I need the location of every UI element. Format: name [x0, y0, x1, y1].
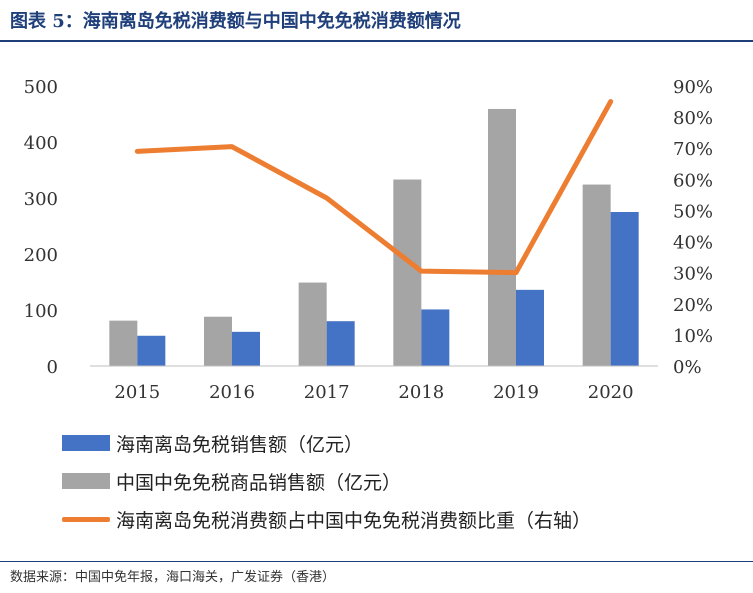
right-tick-label: 70%: [673, 139, 713, 160]
right-tick-label: 30%: [673, 264, 713, 285]
bar-cdfg: [109, 320, 138, 366]
bar-cdfg: [582, 184, 611, 366]
combo-chart: 0 100 200 300 400 500 0% 10% 20% 30% 40% 50% 60% 70% 8…: [24, 77, 713, 403]
left-tick-label: 100: [24, 301, 58, 322]
bar-cdfg: [298, 282, 327, 366]
title-rule: [0, 40, 753, 42]
footer-rule: [0, 561, 753, 562]
bar-cdfg: [204, 316, 232, 366]
legend-swatch-ratio: [62, 516, 110, 522]
source-note: 数据来源：中国中免年报，海口海关，广发证券（香港）: [10, 570, 336, 585]
x-tick-label: 2019: [493, 382, 539, 403]
bar-cdfg: [488, 108, 516, 367]
left-tick-label: 0: [47, 357, 58, 378]
bar-hainan: [610, 212, 639, 366]
right-tick-label: 60%: [673, 170, 713, 191]
bar-cdfg: [393, 179, 422, 366]
bar-hainan: [421, 309, 450, 366]
right-tick-label: 0%: [673, 357, 702, 378]
bar-hainan: [232, 331, 260, 366]
left-tick-label: 400: [24, 133, 58, 154]
legend-swatch-cdfg: [62, 473, 110, 489]
legend-item-cdfg: 中国中免免税商品销售额（亿元）: [62, 462, 591, 500]
right-tick-label: 10%: [673, 326, 713, 347]
legend-label-cdfg: 中国中免免税商品销售额（亿元）: [116, 471, 402, 494]
right-tick-label: 40%: [673, 233, 713, 254]
left-tick-label: 200: [24, 245, 58, 266]
figure-title: 图表 5：海南离岛免税消费额与中国中免免税消费额情况: [10, 11, 461, 32]
legend: 海南离岛免税销售额（亿元） 中国中免免税商品销售额（亿元） 海南离岛免税消费额占…: [62, 424, 591, 538]
legend-item-hainan: 海南离岛免税销售额（亿元）: [62, 424, 591, 462]
x-tick-label: 2020: [588, 382, 634, 403]
bar-hainan: [137, 335, 166, 366]
x-tick-label: 2015: [114, 382, 160, 403]
left-tick-label: 500: [24, 77, 58, 98]
right-tick-label: 90%: [673, 77, 713, 98]
x-tick-label: 2018: [398, 382, 444, 403]
right-tick-label: 80%: [673, 108, 713, 129]
x-tick-label: 2017: [304, 382, 350, 403]
legend-item-ratio: 海南离岛免税消费额占中国中免免税消费额比重（右轴）: [62, 500, 591, 538]
right-tick-label: 20%: [673, 295, 713, 316]
legend-swatch-hainan: [62, 435, 110, 451]
ratio-line: [134, 99, 614, 276]
bar-hainan: [326, 321, 355, 366]
x-tick-label: 2016: [209, 382, 255, 403]
right-tick-label: 50%: [673, 201, 713, 222]
left-tick-label: 300: [24, 189, 58, 210]
legend-label-hainan: 海南离岛免税销售额（亿元）: [116, 433, 364, 456]
bar-hainan: [516, 289, 544, 366]
legend-label-ratio: 海南离岛免税消费额占中国中免免税消费额比重（右轴）: [116, 509, 592, 532]
